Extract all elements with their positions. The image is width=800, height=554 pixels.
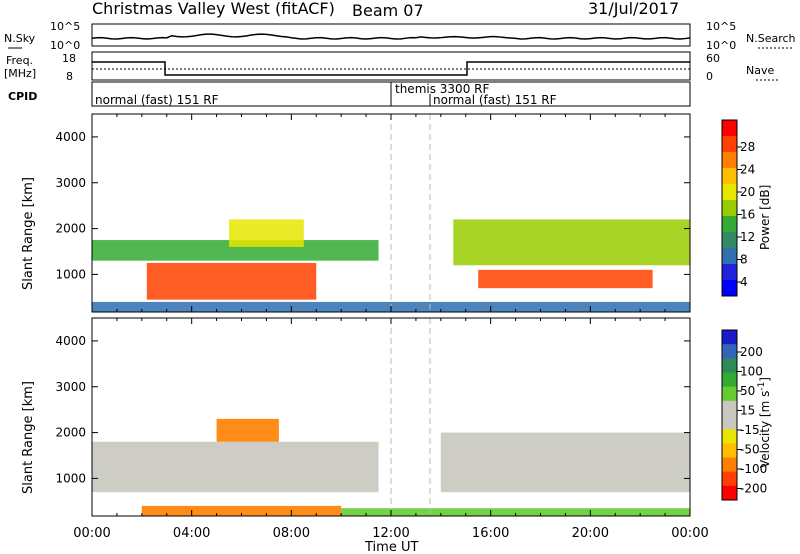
power-colorbar-band-2 [722,152,737,169]
freq-label-2: [MHz] [4,67,36,80]
velocity-colorbar-label-4: -15 [740,423,760,437]
velocity-ylabel: Slant Range [km] [21,381,36,494]
power-colorbar-label-1: 24 [740,163,755,177]
cpid-segment-1: normal (fast) 151 RF [95,93,219,107]
velocity-colorbar-band-6 [722,415,737,430]
power-ytick-label-2: 2000 [55,222,86,236]
power-ytick-label-0: 4000 [55,130,86,144]
noise-left-tick-top: 10^5 [50,20,80,33]
cpid-label: CPID [8,90,37,103]
velocity-ytick-label-3: 1000 [55,471,86,485]
date-label: 31/Jul/2017 [588,0,679,18]
power-ylabel: Slant Range [km] [21,177,36,290]
velocity-colorbar-band-3 [722,372,737,388]
velocity-colorbar-label-6: -100 [740,462,767,476]
velocity-colorbar-band-0 [722,330,737,345]
power-panel: 4000 3000 2000 1000 Slant Range [km] [21,113,691,313]
power-colorbar-band-8 [722,248,737,265]
time-tick-label-3: 12:00 [372,526,409,541]
velocity-echo-region-1 [92,441,379,493]
nave-label: Nave [746,64,774,77]
velocity-colorbar-band-5 [722,400,737,416]
time-tick-label-1: 04:00 [173,526,210,541]
time-axis-title: Time UT [364,540,418,554]
power-echo-region-3 [229,219,304,247]
noise-search-label: N.Search [746,32,796,45]
velocity-colorbar-band-4 [722,386,737,402]
power-ytick-label-1: 3000 [55,176,86,190]
time-tick-label-0: 00:00 [73,526,110,541]
noise-sky-label: N.Sky [4,32,36,45]
velocity-colorbar-band-9 [722,457,737,473]
time-tick-label-2: 08:00 [273,526,310,541]
freq-label-1: Freq. [6,54,33,67]
time-tick-label-4: 16:00 [472,526,509,541]
velocity-echo-region-3 [216,418,279,442]
velocity-colorbar: 200 100 50 15 -15 -50 -100 -200 Velocity [m s-1… [721,329,772,501]
velocity-echo-region-2 [141,505,342,516]
velocity-ytick-label-0: 4000 [55,334,86,348]
velocity-echo-region-5 [341,508,690,516]
velocity-colorbar-label-7: -200 [740,482,767,496]
power-colorbar-band-5 [722,200,737,217]
noise-left-tick-bottom: 10^0 [50,39,80,52]
power-colorbar-label-3: 16 [740,208,755,222]
noise-sky-line [91,33,691,40]
velocity-colorbar-band-2 [722,358,737,373]
noise-panel: N.Sky 10^5 10^0 10^5 10^0 N.Search [4,20,796,52]
cpid-panel: CPID normal (fast) 151 RF themis 3300 RF… [8,81,691,107]
cpid-segment-2: themis 3300 RF [395,82,489,96]
freq-tick-top: 18 [62,52,76,65]
power-colorbar-label-0: 28 [740,140,755,154]
power-colorbar-band-3 [722,168,737,185]
frequency-line [92,61,690,76]
power-echo-region-4 [453,219,690,266]
velocity-colorbar-label-5: -50 [740,443,760,457]
power-ytick-label-3: 1000 [55,267,86,281]
nave-tick-top: 60 [706,52,720,65]
frequency-panel: Freq. [MHz] 18 8 60 0 Nave [4,51,778,83]
velocity-ytick-label-2: 2000 [55,426,86,440]
cpid-segment-3: normal (fast) 151 RF [433,93,557,107]
velocity-echo-region-4 [440,432,690,493]
noise-right-tick-bottom: 10^0 [706,39,736,52]
noise-right-tick-top: 10^5 [706,20,736,33]
velocity-colorbar-label-0: 200 [740,345,763,359]
velocity-colorbar-label-1: 100 [740,365,763,379]
velocity-colorbar-band-8 [722,443,737,458]
power-colorbar-band-4 [722,184,737,201]
power-colorbar-band-0 [722,120,737,137]
power-echo-region-1 [92,240,379,261]
radar-title: Christmas Valley West (fitACF) [92,0,335,18]
power-scale-title: Power [dB] [758,185,772,250]
nave-tick-bottom: 0 [706,70,713,83]
power-colorbar: 28 24 20 16 12 8 4 Power [dB] [721,119,772,297]
power-colorbar-band-1 [722,136,737,153]
velocity-colorbar-band-10 [722,471,737,487]
velocity-colorbar-label-2: 50 [740,384,755,398]
power-colorbar-band-10 [722,280,737,297]
power-echo-region-5 [478,269,653,289]
power-colorbar-band-6 [722,216,737,233]
beam-label: Beam 07 [352,1,424,20]
power-echo-region-2 [146,262,317,300]
time-axis-labels: 00:00 04:00 08:00 12:00 16:00 20:00 00:00 [73,526,708,541]
time-tick-label-5: 20:00 [572,526,609,541]
power-colorbar-label-5: 8 [740,253,748,267]
velocity-colorbar-band-7 [722,429,737,444]
power-colorbar-label-6: 4 [740,275,748,289]
velocity-panel: 4000 3000 2000 1000 Slant Range [km] [21,317,691,517]
power-colorbar-band-7 [722,232,737,249]
velocity-scale-title: Velocity [m s-1] [757,377,772,468]
power-colorbar-label-2: 20 [740,185,755,199]
power-colorbar-label-4: 12 [740,230,755,244]
velocity-colorbar-label-3: 15 [740,404,755,418]
power-colorbar-band-9 [722,264,737,281]
freq-tick-bottom: 8 [66,70,73,83]
velocity-colorbar-band-1 [722,344,737,359]
velocity-colorbar-band-11 [722,485,737,501]
time-tick-label-6: 00:00 [671,526,708,541]
velocity-ytick-label-1: 3000 [55,380,86,394]
